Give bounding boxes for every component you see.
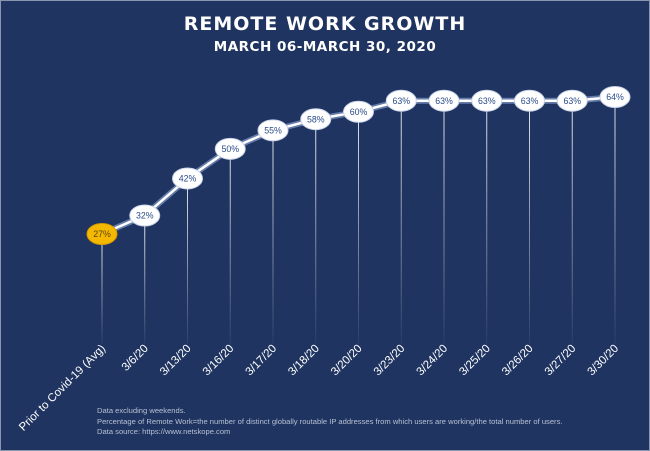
data-label: 63% [563,96,581,106]
footnote-weekends: Data excluding weekends. [97,406,186,415]
data-label: 63% [392,96,410,106]
chart-title: REMOTE WORK GROWTH [183,13,467,35]
x-tick-label: 3/13/20 [158,343,194,379]
x-tick-label: 3/18/20 [286,343,322,379]
x-tick-label: 3/16/20 [201,343,237,379]
data-label: 58% [307,114,325,124]
drop-lines [101,106,616,345]
data-label: 63% [478,96,496,106]
data-label: 63% [521,96,539,106]
data-point [300,108,332,131]
data-label: 42% [179,174,197,184]
data-label: 50% [221,144,239,154]
data-label: 64% [606,92,624,102]
data-label: 63% [435,96,453,106]
data-label: 55% [264,126,282,136]
data-point-highlight [86,223,118,245]
data-label: 60% [350,107,368,117]
footnotes: Data excluding weekends. Percentage of R… [97,406,637,438]
data-point [257,119,289,142]
chart-subtitle: MARCH 06-MARCH 30, 2020 [213,39,437,55]
data-point [172,167,203,190]
data-point [514,89,545,112]
x-tick-label: 3/24/20 [415,343,451,379]
x-tick-label: 3/6/20 [120,343,151,374]
data-label: 32% [136,211,154,221]
x-tick-label: 3/26/20 [500,343,536,379]
data-point [599,86,631,108]
x-tick-label: 3/27/20 [543,343,579,379]
markers-group: 27% 32% 42% 50% 55% 58% 60% 63% 63% 63% 63% 63% 64% [86,86,631,245]
data-point [343,100,374,123]
data-point [471,89,503,112]
x-tick-label: 3/30/20 [586,343,622,379]
footnote-definition: Percentage of Remote Work=the number of … [97,416,563,426]
data-label: 27% [93,229,111,239]
x-tick-label: Prior to Covid-19 (Avg) [17,343,108,434]
x-tick-label: 3/17/20 [244,343,280,379]
data-point [556,89,588,112]
data-point [385,89,417,112]
footnote-source: Data source: https://www.netskope.com [97,427,231,436]
data-point [214,137,246,160]
x-tick-label: 3/25/20 [457,343,493,379]
x-tick-label: 3/20/20 [329,343,365,379]
x-tick-label: 3/23/20 [372,343,408,379]
data-point [129,204,161,227]
data-point [428,89,460,112]
